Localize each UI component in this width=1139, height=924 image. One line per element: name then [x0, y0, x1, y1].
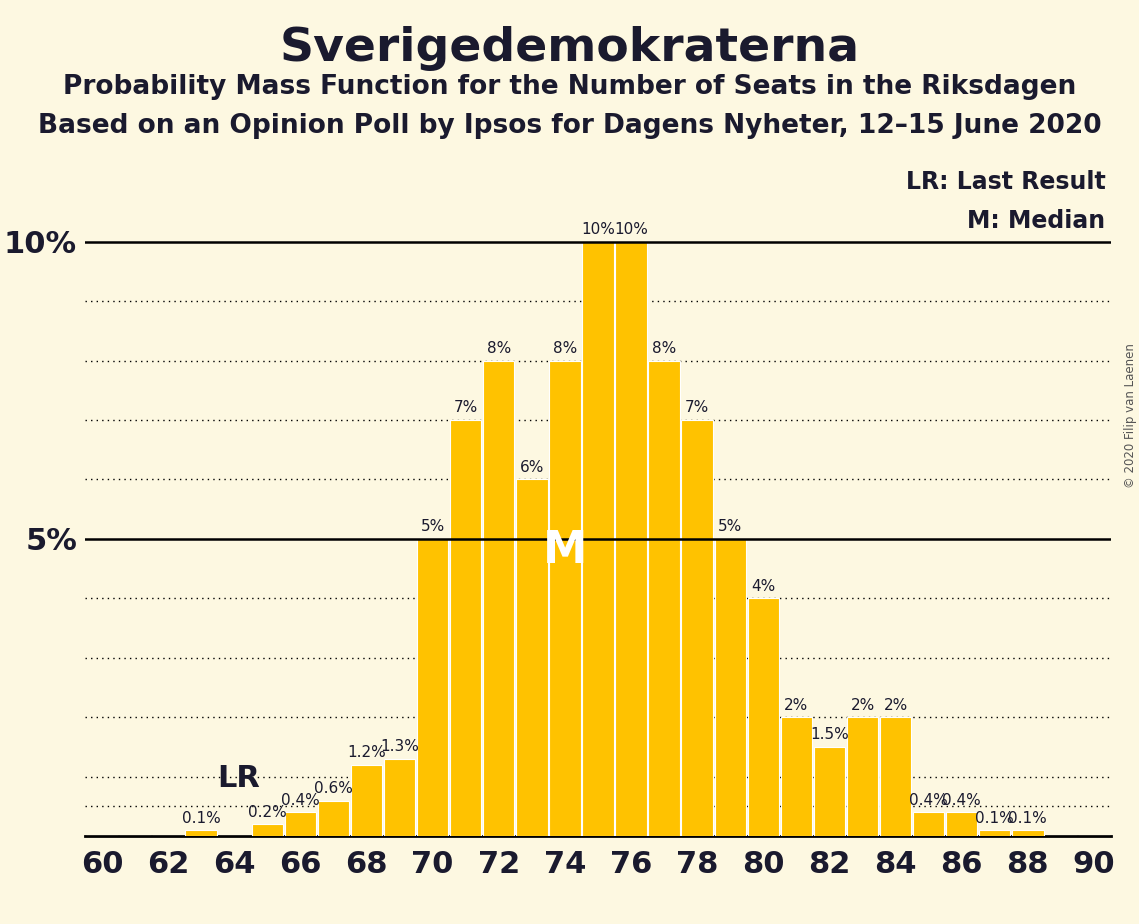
- Bar: [813, 747, 845, 836]
- Bar: [417, 539, 449, 836]
- Text: 0.2%: 0.2%: [248, 805, 287, 820]
- Bar: [913, 812, 944, 836]
- Text: 0.1%: 0.1%: [1008, 810, 1047, 825]
- Bar: [1013, 831, 1043, 836]
- Text: 8%: 8%: [486, 341, 511, 356]
- Text: LR: Last Result: LR: Last Result: [906, 170, 1105, 193]
- Text: 0.1%: 0.1%: [182, 810, 221, 825]
- Text: 0.4%: 0.4%: [281, 793, 320, 808]
- Bar: [947, 812, 977, 836]
- Bar: [846, 717, 878, 836]
- Text: 1.2%: 1.2%: [347, 745, 386, 760]
- Text: LR: LR: [218, 764, 261, 794]
- Text: 0.1%: 0.1%: [975, 810, 1014, 825]
- Bar: [186, 831, 216, 836]
- Bar: [516, 480, 548, 836]
- Bar: [980, 831, 1010, 836]
- Bar: [483, 360, 515, 836]
- Bar: [747, 599, 779, 836]
- Bar: [714, 539, 746, 836]
- Bar: [615, 242, 647, 836]
- Text: Based on an Opinion Poll by Ipsos for Dagens Nyheter, 12–15 June 2020: Based on an Opinion Poll by Ipsos for Da…: [38, 113, 1101, 139]
- Bar: [582, 242, 614, 836]
- Bar: [450, 420, 482, 836]
- Text: 0.4%: 0.4%: [909, 793, 948, 808]
- Text: Sverigedemokraterna: Sverigedemokraterna: [279, 26, 860, 71]
- Text: M: Median: M: Median: [967, 209, 1105, 233]
- Bar: [351, 765, 383, 836]
- Bar: [384, 759, 416, 836]
- Text: 6%: 6%: [519, 460, 544, 475]
- Text: 4%: 4%: [752, 578, 776, 593]
- Text: 1.5%: 1.5%: [810, 727, 849, 742]
- Text: 2%: 2%: [785, 698, 809, 712]
- Text: 0.4%: 0.4%: [942, 793, 981, 808]
- Bar: [549, 360, 581, 836]
- Bar: [318, 800, 350, 836]
- Bar: [879, 717, 911, 836]
- Text: 7%: 7%: [453, 400, 478, 415]
- Text: 5%: 5%: [420, 519, 444, 534]
- Bar: [648, 360, 680, 836]
- Text: M: M: [542, 529, 587, 572]
- Text: 10%: 10%: [581, 222, 615, 237]
- Text: 1.3%: 1.3%: [380, 739, 419, 754]
- Text: 0.6%: 0.6%: [314, 781, 353, 796]
- Text: 2%: 2%: [884, 698, 908, 712]
- Text: Probability Mass Function for the Number of Seats in the Riksdagen: Probability Mass Function for the Number…: [63, 74, 1076, 100]
- Text: 7%: 7%: [685, 400, 710, 415]
- Bar: [252, 824, 282, 836]
- Bar: [681, 420, 713, 836]
- Text: © 2020 Filip van Laenen: © 2020 Filip van Laenen: [1124, 344, 1137, 488]
- Bar: [780, 717, 812, 836]
- Text: 8%: 8%: [552, 341, 577, 356]
- Text: 8%: 8%: [652, 341, 677, 356]
- Text: 5%: 5%: [718, 519, 743, 534]
- Text: 10%: 10%: [614, 222, 648, 237]
- Bar: [285, 812, 317, 836]
- Text: 2%: 2%: [851, 698, 875, 712]
